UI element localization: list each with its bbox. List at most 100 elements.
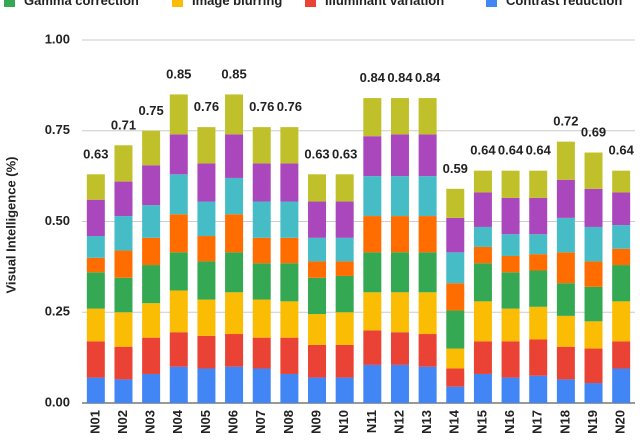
- bar-segment: [114, 181, 133, 217]
- bar-segment: [308, 277, 327, 315]
- bar-segment: [363, 330, 382, 365]
- x-tick-label: N03: [143, 410, 158, 434]
- x-tick-label: N15: [474, 410, 489, 434]
- bar-segment: [280, 337, 299, 374]
- bar-segment: [308, 377, 327, 403]
- bar-segment: [501, 197, 520, 235]
- total-label: 0.72: [553, 114, 578, 129]
- bar-segment: [584, 348, 603, 384]
- bar-segment: [446, 188, 465, 218]
- total-label: 0.63: [332, 146, 357, 161]
- bar-segment: [612, 170, 631, 193]
- bar-segment: [252, 337, 271, 369]
- total-label: 0.84: [360, 70, 386, 85]
- y-axis-label: Visual Intelligence (%): [3, 156, 18, 293]
- y-tick-label: 0.00: [45, 394, 70, 409]
- legend-swatch: [172, 0, 183, 7]
- total-label: 0.76: [249, 99, 274, 114]
- bar-segment: [473, 246, 492, 264]
- bar-segment: [529, 170, 548, 198]
- bar-segment: [335, 275, 354, 313]
- bar-segment: [308, 261, 327, 278]
- bar-segment: [197, 127, 216, 164]
- total-label: 0.85: [166, 66, 191, 81]
- bar-segment: [473, 192, 492, 227]
- bar-segment: [418, 134, 437, 177]
- x-tick-label: N13: [419, 410, 434, 434]
- bar-segment: [225, 366, 244, 403]
- x-tick-label: N17: [530, 410, 545, 434]
- bar-segment: [308, 237, 327, 262]
- bar-segment: [418, 252, 437, 293]
- bar-segment: [225, 177, 244, 215]
- bar-segment: [584, 261, 603, 287]
- bar-segment: [280, 237, 299, 264]
- x-tick-label: N07: [253, 410, 268, 434]
- x-tick-label: N01: [87, 410, 102, 434]
- bar-segment: [418, 292, 437, 335]
- x-tick-label: N12: [391, 410, 406, 434]
- bar-segment: [169, 174, 188, 215]
- legend-swatch: [305, 0, 316, 7]
- bar-segment: [446, 368, 465, 387]
- bar-segment: [169, 214, 188, 253]
- bar-segment: [335, 174, 354, 202]
- bar-segment: [501, 341, 520, 378]
- bar-segment: [114, 216, 133, 251]
- bar-segment: [529, 197, 548, 235]
- bar-segment: [280, 127, 299, 164]
- bar-segment: [612, 248, 631, 266]
- bar-segment: [197, 201, 216, 237]
- bar-segment: [446, 217, 465, 253]
- total-label: 0.63: [83, 146, 108, 161]
- bar-segment: [418, 216, 437, 253]
- bar-segment: [446, 252, 465, 284]
- bar-segment: [114, 312, 133, 347]
- x-tick-label: N19: [585, 410, 600, 434]
- bar-segment: [390, 98, 409, 135]
- bar-segment: [197, 261, 216, 300]
- bar-segment: [197, 368, 216, 403]
- bar-segment: [142, 337, 161, 374]
- bar-segment: [612, 265, 631, 302]
- bar-segment: [225, 214, 244, 253]
- legend-label: Gamma correction: [24, 0, 139, 8]
- bar-segment: [114, 277, 133, 313]
- bar-segment: [584, 188, 603, 227]
- bar-segment: [308, 201, 327, 238]
- bar-segment: [390, 292, 409, 333]
- bar-segment: [142, 373, 161, 403]
- x-tick-label: N20: [613, 410, 628, 434]
- x-tick-label: N05: [198, 410, 213, 434]
- bar-segment: [390, 364, 409, 403]
- bar-segment: [142, 303, 161, 338]
- bar-segment: [446, 310, 465, 349]
- total-label: 0.75: [138, 103, 163, 118]
- bar-segment: [473, 226, 492, 247]
- bar-segment: [308, 314, 327, 345]
- bar-segment: [390, 216, 409, 253]
- bar-segment: [418, 334, 437, 367]
- bar-segment: [169, 94, 188, 135]
- bar-segment: [280, 373, 299, 403]
- bar-segment: [584, 226, 603, 262]
- bar-segment: [556, 315, 575, 347]
- x-tick-label: N08: [281, 410, 296, 434]
- bar-segment: [114, 145, 133, 182]
- legend-swatch: [4, 0, 15, 7]
- total-label: 0.64: [609, 143, 635, 158]
- bar-segment: [225, 94, 244, 135]
- bar-segment: [86, 308, 105, 342]
- x-tick-label: N02: [115, 410, 130, 434]
- bar-segment: [335, 344, 354, 378]
- bar-segment: [86, 377, 105, 403]
- x-tick-label: N04: [170, 409, 185, 434]
- bar-segment: [169, 366, 188, 403]
- bar-segment: [363, 136, 382, 177]
- bar-segment: [363, 252, 382, 293]
- x-tick-label: N11: [364, 410, 379, 433]
- bar-segment: [363, 98, 382, 137]
- bar-segment: [225, 334, 244, 367]
- total-label: 0.69: [581, 125, 606, 140]
